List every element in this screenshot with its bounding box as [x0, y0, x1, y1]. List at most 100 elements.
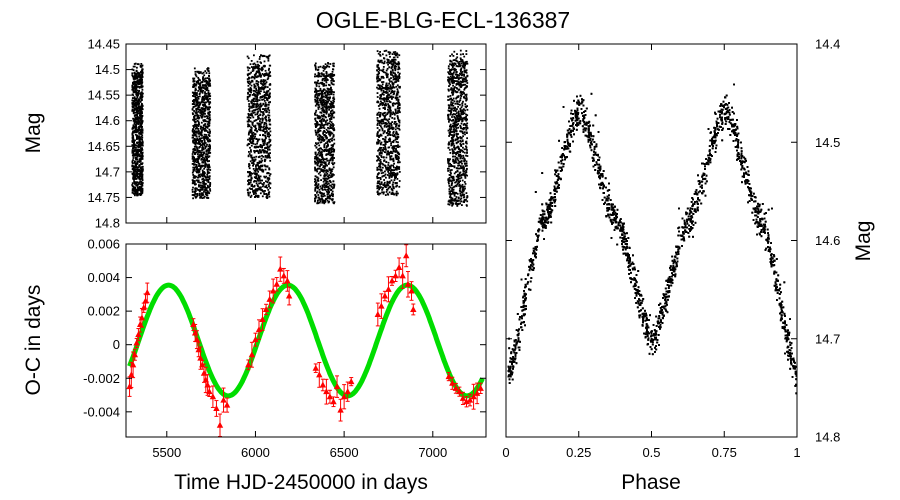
lightcurve-time-point	[394, 121, 397, 123]
lightcurve-time-point	[398, 161, 401, 164]
lightcurve-time-point	[457, 150, 460, 153]
lightcurve-time-point	[140, 133, 142, 136]
lightcurve-time-point	[382, 186, 384, 189]
lightcurve-time-point	[132, 176, 135, 178]
lightcurve-time-point	[386, 112, 389, 115]
lightcurve-time-point	[199, 86, 202, 89]
lightcurve-time-point	[394, 62, 397, 65]
lightcurve-time-point	[389, 101, 392, 104]
lightcurve-time-point	[319, 111, 322, 114]
lightcurve-time-point	[198, 135, 201, 138]
lightcurve-time-point	[136, 181, 139, 184]
lightcurve-time-point	[261, 164, 264, 167]
lightcurve-time-point	[267, 77, 270, 79]
lightcurve-time-point	[315, 185, 318, 188]
lightcurve-time-point	[192, 194, 195, 196]
lightcurve-time-point	[330, 73, 332, 76]
lightcurve-time-point	[133, 173, 136, 176]
lightcurve-time-point	[391, 69, 394, 72]
lightcurve-time-point	[268, 185, 270, 188]
lightcurve-time-point	[253, 94, 256, 96]
lightcurve-time-point	[259, 102, 262, 105]
lightcurve-time-point	[317, 129, 319, 132]
lightcurve-time-point	[455, 138, 458, 141]
lightcurve-time-point	[397, 144, 399, 147]
lightcurve-time-point	[384, 91, 386, 93]
lightcurve-time-point	[332, 134, 335, 136]
lightcurve-time-point	[396, 167, 398, 170]
lightcurve-time-point	[257, 123, 260, 126]
lightcurve-time-point	[247, 95, 250, 98]
lightcurve-time-point	[328, 161, 331, 164]
lightcurve-time-point	[199, 71, 202, 73]
lightcurve-time-point	[325, 105, 328, 108]
lightcurve-time-point	[261, 146, 263, 149]
lightcurve-time-point	[252, 76, 255, 79]
lightcurve-time-point	[251, 134, 254, 137]
lightcurve-time-point	[250, 88, 253, 90]
lightcurve-time-point	[377, 141, 380, 143]
lightcurve-time-point	[207, 168, 210, 171]
lightcurve-time-point	[253, 193, 255, 195]
lightcurve-time-point	[388, 169, 390, 171]
chart-title: OGLE-BLG-ECL-136387	[316, 7, 570, 33]
lightcurve-time-point	[385, 104, 387, 107]
lightcurve-time-point	[252, 97, 255, 100]
lightcurve-time-point	[201, 169, 204, 172]
lightcurve-time-point	[193, 175, 196, 177]
lightcurve-time-point	[196, 169, 199, 172]
lightcurve-time-point	[388, 175, 391, 178]
lightcurve-time-point	[255, 138, 258, 140]
lightcurve-time-point	[136, 96, 139, 99]
lightcurve-time-point	[260, 74, 262, 77]
lightcurve-time-point	[384, 170, 386, 173]
lightcurve-time-point	[141, 147, 143, 150]
lightcurve-time-point	[138, 99, 140, 101]
lightcurve-time-point	[331, 137, 334, 140]
lightcurve-time-point	[196, 187, 198, 190]
lightcurve-time-point	[326, 193, 329, 196]
lightcurve-time-point	[139, 129, 141, 131]
lightcurve-time-point	[267, 69, 270, 71]
lightcurve-time-point	[192, 197, 194, 200]
lightcurve-time-point	[319, 124, 322, 127]
lightcurve-time-point	[388, 126, 391, 129]
lightcurve-time-point	[325, 120, 327, 123]
lightcurve-time-point	[205, 87, 207, 90]
lightcurve-time-point	[249, 160, 252, 163]
lightcurve-time-point	[328, 65, 331, 68]
lightcurve-time-point	[202, 159, 205, 162]
lightcurve-time-point	[263, 82, 266, 85]
lightcurve-time-point	[397, 100, 400, 103]
lightcurve-time-point	[256, 95, 258, 98]
lightcurve-time-point	[135, 74, 138, 77]
lightcurve-time-point	[208, 93, 210, 95]
lightcurve-time-point	[388, 122, 391, 125]
lightcurve-time-point	[316, 168, 318, 171]
lightcurve-time-point	[396, 90, 399, 92]
lightcurve-time-point	[316, 199, 319, 202]
lightcurve-time-point	[200, 194, 203, 196]
lightcurve-time-point	[137, 122, 139, 125]
lightcurve-time-point	[389, 84, 392, 87]
lightcurve-time-point	[384, 143, 387, 146]
lightcurve-time-point	[462, 194, 465, 197]
lightcurve-time-point	[394, 69, 397, 72]
lightcurve-time-point	[202, 171, 204, 174]
lightcurve-time-point	[263, 86, 266, 88]
lightcurve-time-point	[329, 180, 332, 183]
lightcurve-time-point	[451, 89, 454, 92]
lightcurve-time-point	[250, 60, 253, 62]
lightcurve-time-point	[324, 66, 327, 69]
lightcurve-time-point	[252, 100, 255, 102]
lightcurve-time-point	[205, 85, 208, 87]
lightcurve-time-point	[202, 158, 205, 161]
lightcurve-time-point	[462, 63, 465, 66]
lightcurve-time-point	[208, 178, 211, 180]
lightcurve-time-point	[265, 118, 267, 121]
lightcurve-time-point	[460, 106, 463, 109]
lightcurve-time-point	[333, 138, 336, 141]
lightcurve-time-point	[314, 200, 316, 203]
lightcurve-time-point	[333, 201, 336, 203]
lightcurve-time-point	[197, 96, 199, 98]
